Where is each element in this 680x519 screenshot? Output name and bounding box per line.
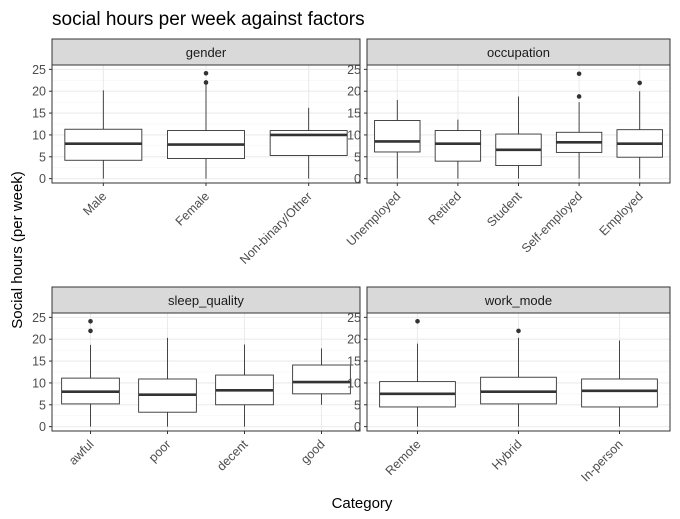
y-tick-label: 5 — [39, 150, 46, 164]
y-tick-label: 25 — [32, 63, 46, 77]
strip-background — [366, 38, 671, 66]
y-tick-label: 0 — [39, 420, 46, 434]
y-tick-label: 10 — [347, 376, 361, 390]
y-tick-label: 0 — [39, 172, 46, 186]
box-in-person — [581, 340, 658, 427]
outlier-point — [88, 319, 93, 324]
box-employed — [616, 80, 663, 179]
box-remote — [379, 319, 456, 427]
box-retired — [434, 119, 482, 179]
y-tick-label: 20 — [347, 333, 361, 347]
y-tick-label: 15 — [32, 107, 46, 121]
y-tick-label: 20 — [32, 85, 46, 99]
y-tick-label: 10 — [32, 376, 46, 390]
strip-background — [366, 286, 671, 314]
box-good — [292, 348, 351, 405]
outlier-point — [637, 80, 642, 86]
strip-label: occupation — [487, 45, 550, 60]
box-hybrid — [480, 328, 557, 427]
box-student — [495, 96, 542, 179]
y-tick-label: 5 — [39, 398, 46, 412]
box-poor — [138, 337, 197, 427]
x-axis-title: Category — [332, 495, 393, 512]
y-tick-label: 0 — [354, 420, 361, 434]
strip-background — [51, 38, 361, 66]
y-tick-label: 15 — [32, 355, 46, 369]
y-tick-label: 20 — [32, 333, 46, 347]
box-non-binary-other — [269, 107, 348, 179]
box-self-employed — [555, 71, 603, 179]
box-iqr — [581, 378, 658, 408]
y-tick-label: 5 — [354, 150, 361, 164]
box-unemployed — [374, 99, 421, 179]
chart-title: social hours per week against factors — [52, 9, 365, 30]
outlier-point — [88, 328, 93, 334]
outlier-point — [203, 80, 209, 85]
box-iqr — [434, 130, 482, 162]
outlier-point — [415, 319, 420, 324]
box-awful — [61, 319, 120, 427]
y-tick-label: 20 — [347, 85, 361, 99]
box-male — [64, 90, 143, 179]
y-tick-label: 15 — [347, 107, 361, 121]
y-axis-title: Social hours (per week) — [9, 171, 26, 329]
y-tick-label: 25 — [32, 311, 46, 325]
outlier-point — [203, 71, 209, 76]
y-tick-label: 25 — [347, 311, 361, 325]
y-tick-label: 5 — [354, 398, 361, 412]
box-iqr — [292, 364, 351, 395]
y-tick-label: 25 — [347, 63, 361, 77]
box-decent — [215, 344, 274, 427]
outlier-point — [576, 71, 582, 77]
strip-label: work_mode — [484, 293, 552, 308]
y-tick-label: 0 — [354, 172, 361, 186]
strip-background — [51, 286, 361, 314]
y-tick-label: 10 — [32, 128, 46, 142]
outlier-point — [516, 328, 521, 334]
y-tick-label: 15 — [347, 355, 361, 369]
strip-label: gender — [186, 45, 227, 60]
outlier-point — [576, 94, 582, 99]
box-iqr — [374, 120, 421, 153]
box-female — [167, 71, 245, 179]
strip-label: sleep_quality — [168, 293, 244, 308]
y-tick-label: 10 — [347, 128, 361, 142]
